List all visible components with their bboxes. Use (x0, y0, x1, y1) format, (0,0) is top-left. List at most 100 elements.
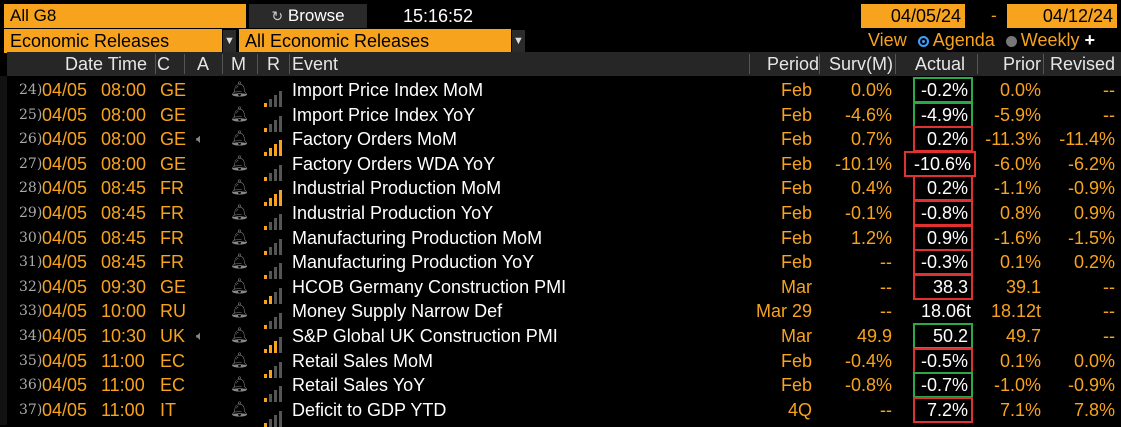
col-period[interactable]: Period (766, 54, 819, 74)
bell-icon[interactable]: 🔔︎ (230, 400, 250, 418)
col-datetime[interactable]: Date Time (65, 54, 148, 74)
event-name[interactable]: Money Supply Narrow Def (292, 301, 503, 322)
country-code[interactable]: FR (160, 227, 184, 248)
filter-select[interactable]: All Economic Releases (239, 29, 511, 53)
country-code[interactable]: FR (160, 178, 184, 199)
browse-button[interactable]: ↻ Browse (249, 4, 367, 28)
bell-icon[interactable]: 🔔︎ (230, 302, 250, 320)
country-code[interactable]: RU (160, 301, 186, 322)
bell-icon[interactable]: 🔔︎ (230, 277, 250, 295)
category-select[interactable]: Economic Releases (4, 29, 222, 53)
event-name[interactable]: Industrial Production MoM (292, 178, 502, 199)
event-name[interactable]: S&P Global UK Construction PMI (292, 326, 558, 346)
relevance-bar (274, 144, 277, 157)
agenda-label[interactable]: Agenda (932, 30, 995, 50)
country-code[interactable]: FR (160, 203, 184, 223)
table-row[interactable]: 31) 04/05 08:45 FR 🔔︎ Manufacturing Productio… (0, 249, 1121, 280)
table-row[interactable]: 24) 04/05 08:00 GE 🔔︎ Import Price Index MoM F… (0, 77, 1121, 108)
country-code[interactable]: EC (160, 350, 186, 371)
prior-value: 0.0% (999, 80, 1041, 100)
event-name[interactable]: Import Price Index MoM (292, 80, 484, 100)
country-code[interactable]: EC (160, 375, 186, 396)
table-row[interactable]: 34) 04/05 10:30 UK 🔈︎ 🔔︎ S&P Global UK Constru… (0, 323, 1121, 354)
bell-icon[interactable]: 🔔︎ (230, 154, 250, 172)
relevance-icon (264, 201, 284, 231)
table-row[interactable]: 30) 04/05 08:45 FR 🔔︎ Manufacturing Productio… (0, 224, 1121, 255)
event-name[interactable]: Retail Sales YoY (292, 375, 426, 396)
bell-icon[interactable]: 🔔︎ (230, 179, 250, 197)
event-name[interactable]: Manufacturing Production MoM (292, 227, 543, 248)
bell-icon[interactable]: 🔔︎ (230, 228, 250, 246)
table-row[interactable]: 36) 04/05 11:00 EC 🔔︎ Retail Sales YoY Feb -0.8… (0, 372, 1121, 403)
speaker-icon[interactable]: 🔈︎ (196, 131, 204, 147)
bell-icon[interactable]: 🔔︎ (230, 351, 250, 369)
bell-icon[interactable]: 🔔︎ (230, 376, 250, 394)
event-name[interactable]: Deficit to GDP YTD (292, 399, 447, 420)
bell-icon[interactable]: 🔔︎ (230, 253, 250, 271)
relevance-icon (264, 152, 284, 182)
col-event[interactable]: Event (292, 54, 339, 74)
table-row[interactable]: 29) 04/05 08:45 FR 🔔︎ Industrial Production Y… (0, 200, 1121, 231)
col-a[interactable]: A (197, 54, 210, 74)
col-country[interactable]: C (157, 54, 170, 74)
release-date: 04/05 (42, 227, 88, 248)
country-code[interactable]: GE (160, 104, 187, 125)
country-code[interactable]: GE (160, 80, 187, 100)
col-actual[interactable]: Actual (914, 54, 965, 74)
actual-value: -0.7% (913, 372, 973, 399)
relevance-bar (264, 275, 267, 280)
actual-value: -0.3% (913, 249, 973, 276)
table-row[interactable]: 33) 04/05 10:00 RU 🔔︎ Money Supply Narrow Def… (0, 299, 1121, 329)
table-row[interactable]: 26) 04/05 08:00 GE 🔈︎ 🔔︎ Factory Orders MoM Feb… (0, 126, 1121, 157)
relevance-bar (264, 349, 267, 354)
col-r[interactable]: R (267, 54, 280, 74)
weekly-radio[interactable] (1005, 35, 1017, 47)
bell-icon[interactable]: 🔔︎ (230, 81, 250, 98)
event-name[interactable]: Import Price Index YoY (292, 104, 476, 125)
scrollbar[interactable] (0, 76, 7, 425)
table-row[interactable]: 28) 04/05 08:45 FR 🔔︎ Industrial Production M… (0, 175, 1121, 206)
revised-value: -- (1103, 301, 1115, 322)
country-code[interactable]: IT (160, 399, 176, 420)
bell-icon[interactable]: 🔔︎ (230, 105, 250, 123)
chevron-down-icon[interactable]: ▼ (512, 30, 525, 52)
add-column-icon[interactable]: + (1084, 30, 1096, 50)
row-index: 34) (19, 328, 43, 344)
event-name[interactable]: Industrial Production YoY (292, 203, 494, 223)
release-time: 11:00 (101, 350, 145, 371)
group-selector[interactable]: All G8 (4, 4, 246, 28)
country-code[interactable]: FR (160, 252, 184, 273)
table-row[interactable]: 32) 04/05 09:30 GE 🔔︎ HCOB Germany Constructi… (0, 273, 1121, 305)
table-row[interactable]: 25) 04/05 08:00 GE 🔔︎ Import Price Index YoY F… (0, 101, 1121, 132)
event-name[interactable]: Factory Orders MoM (292, 129, 458, 150)
table-row[interactable]: 35) 04/05 11:00 EC 🔔︎ Retail Sales MoM Feb -0.4… (0, 347, 1121, 378)
actual-value: 0.2% (913, 175, 973, 202)
speaker-icon[interactable]: 🔈︎ (196, 328, 204, 343)
event-name[interactable]: Factory Orders WDA YoY (292, 153, 496, 174)
col-m[interactable]: M (231, 54, 246, 74)
weekly-label[interactable]: Weekly (1020, 30, 1080, 50)
release-time: 08:45 (101, 252, 147, 273)
country-code[interactable]: UK (160, 326, 186, 346)
col-survey[interactable]: Surv(M) (829, 54, 893, 74)
event-name[interactable]: HCOB Germany Construction PMI (292, 276, 567, 297)
bell-icon[interactable]: 🔔︎ (230, 204, 250, 221)
event-name[interactable]: Manufacturing Production YoY (292, 252, 535, 273)
country-code[interactable]: GE (160, 276, 187, 297)
table-row[interactable]: 27) 04/05 08:00 GE 🔔︎ Factory Orders WDA YoY F… (0, 150, 1121, 182)
bell-icon[interactable]: 🔔︎ (230, 327, 250, 344)
relevance-icon (264, 127, 284, 157)
bell-icon[interactable]: 🔔︎ (230, 130, 250, 148)
chevron-down-icon[interactable]: ▼ (223, 30, 236, 52)
country-code[interactable]: GE (160, 129, 187, 150)
col-prior[interactable]: Prior (1002, 54, 1041, 74)
end-date-field[interactable]: 04/12/24 (1007, 4, 1117, 28)
col-revised[interactable]: Revised (1049, 54, 1115, 74)
event-name[interactable]: Retail Sales MoM (292, 350, 434, 371)
country-code[interactable]: GE (160, 153, 187, 174)
table-row[interactable]: 37) 04/05 11:00 IT 🔔︎ Deficit to GDP YTD 4Q -- 7… (0, 396, 1121, 427)
row-index: 25) (19, 106, 43, 123)
agenda-radio[interactable] (917, 35, 929, 47)
start-date-field[interactable]: 04/05/24 (861, 4, 965, 28)
clock-time: 15:16:52 (403, 6, 474, 26)
